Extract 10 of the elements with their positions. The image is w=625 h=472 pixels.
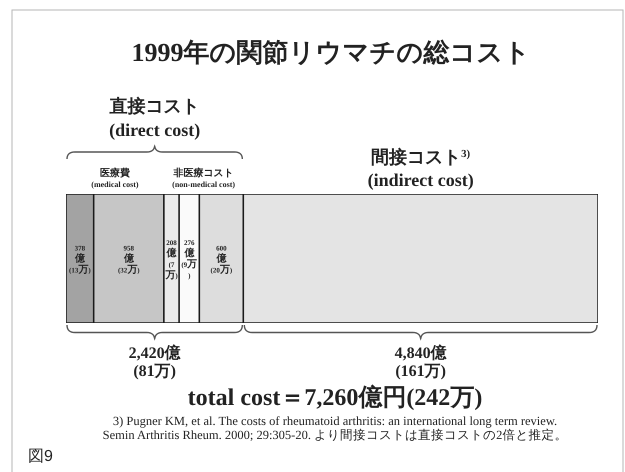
text: 直接コスト (direct cost) (108, 96, 200, 140)
text: 非医療コスト (non-medical cost) (172, 167, 236, 189)
text: total cost＝7,260億円(242万) (188, 384, 482, 411)
text: 2,420億 (81万) (128, 344, 182, 380)
text: 4,840億 (161万) (394, 344, 448, 380)
chart-title: 1999年の関節リウマチの総コスト (132, 38, 530, 67)
text: 間接コスト$^{3)}$ (indirect cost) (368, 147, 474, 190)
text: 3) Pugner KM, et al. The costs of rheumatoid arthritis: an international long term review. Semin Arthritis Rheum. 2000; 29:305-20. より間接コストは直接コストの2倍と推定。 (102, 414, 568, 442)
caption: 図9 (28, 448, 53, 465)
text: 医療費 (medical cost) (91, 167, 139, 189)
